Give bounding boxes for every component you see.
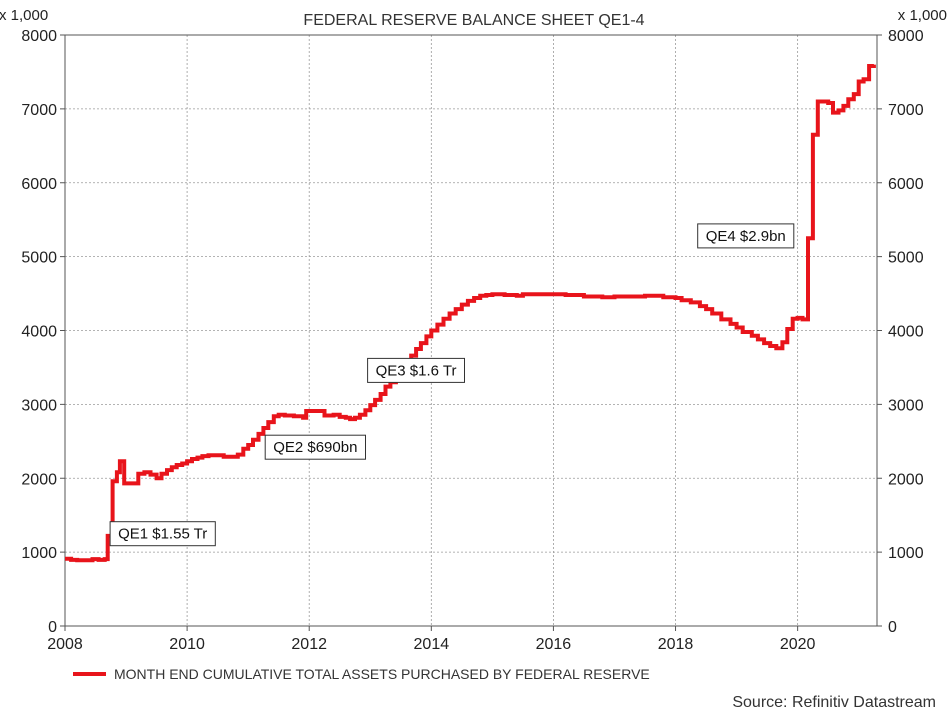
annotation-frame — [264, 434, 367, 460]
y-tick-label-left: 0 — [48, 619, 57, 636]
annotation-frame — [697, 223, 795, 249]
annotation-box: QE2 $690bn — [264, 434, 367, 460]
y-tick-label-right: 6000 — [888, 176, 924, 193]
annotation-box: QE1 $1.55 Tr — [109, 521, 216, 547]
annotation-label: QE1 $1.55 Tr — [118, 526, 207, 543]
annotation-box: QE4 $2.9bn — [697, 223, 795, 249]
y-axis-right: 0 1000 2000 3000 4000 5000 6000 7000 8000 — [877, 28, 924, 636]
legend-label: MONTH END CUMULATIVE TOTAL ASSETS PURCHA… — [114, 666, 650, 682]
y-tick-label-left: 6000 — [21, 176, 57, 193]
y-tick-label-right: 7000 — [888, 102, 924, 119]
y-tick-label-left: 7000 — [21, 102, 57, 119]
y-tick-label-left: 2000 — [21, 471, 57, 488]
source-note: Source: Refinitiv Datastream — [732, 694, 936, 708]
unit-label-left: x 1,000 — [0, 7, 48, 24]
x-tick-label: 2010 — [169, 636, 205, 653]
annotation-frame — [109, 521, 216, 547]
y-tick-label-right: 8000 — [888, 28, 924, 45]
x-tick-label: 2008 — [47, 636, 83, 653]
x-axis: 2008 2010 2012 2014 2016 2018 2020 — [47, 626, 816, 653]
y-tick-label-right: 1000 — [888, 545, 924, 562]
annotations-layer: QE1 $1.55 Tr QE2 $690bn QE3 $1.6 Tr QE4 $2.… — [109, 223, 795, 547]
y-tick-label-right: 3000 — [888, 397, 924, 414]
x-tick-label: 2014 — [414, 636, 450, 653]
series-layer — [65, 64, 876, 563]
x-tick-label: 2016 — [536, 636, 572, 653]
y-tick-label-right: 4000 — [888, 324, 924, 341]
annotation-label: QE4 $2.9bn — [706, 228, 786, 245]
annotation-box: QE3 $1.6 Tr — [367, 357, 466, 383]
y-axis-left: 0 1000 2000 3000 4000 5000 6000 7000 8000 — [21, 28, 65, 636]
chart-title: FEDERAL RESERVE BALANCE SHEET QE1-4 — [303, 12, 644, 29]
y-tick-label-right: 0 — [888, 619, 897, 636]
y-tick-label-left: 3000 — [21, 397, 57, 414]
y-tick-label-left: 5000 — [21, 250, 57, 267]
y-tick-label-left: 8000 — [21, 28, 57, 45]
unit-label-right: x 1,000 — [898, 7, 947, 24]
x-tick-label: 2012 — [291, 636, 327, 653]
annotation-frame — [367, 357, 466, 383]
y-tick-label-left: 4000 — [21, 324, 57, 341]
x-tick-label: 2020 — [780, 636, 816, 653]
y-tick-label-right: 5000 — [888, 250, 924, 267]
series-line — [65, 64, 876, 563]
grid-lines — [65, 35, 877, 626]
annotation-label: QE2 $690bn — [273, 439, 357, 456]
y-tick-label-right: 2000 — [888, 471, 924, 488]
y-tick-label-left: 1000 — [21, 545, 57, 562]
annotation-label: QE3 $1.6 Tr — [376, 362, 457, 379]
x-tick-label: 2018 — [658, 636, 694, 653]
